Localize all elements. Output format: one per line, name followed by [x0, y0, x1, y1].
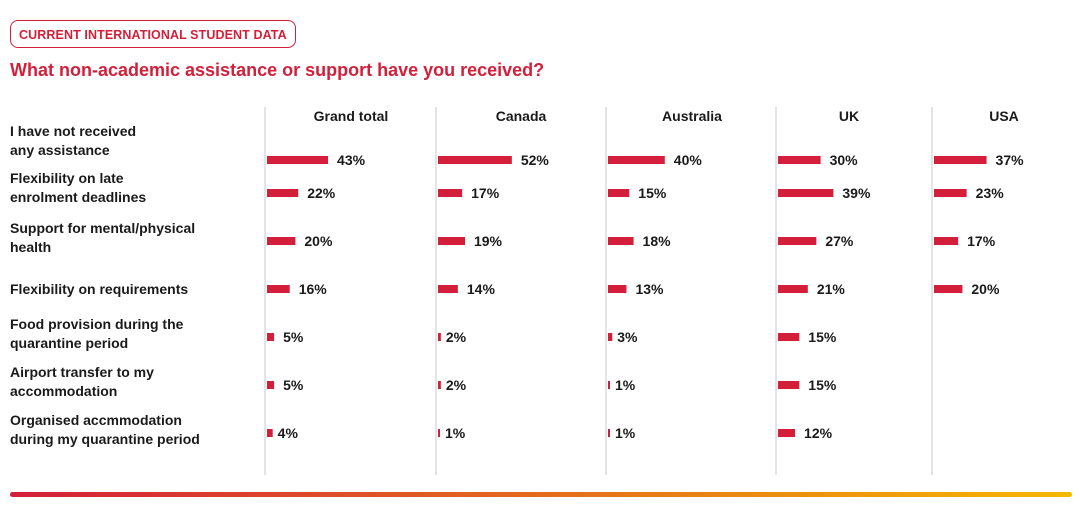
row-label: Flexibility on requirements	[10, 281, 188, 297]
bar	[778, 189, 834, 197]
column-header: UK	[839, 108, 859, 124]
bar	[934, 189, 967, 197]
bar	[438, 333, 441, 341]
column-header: Grand total	[314, 108, 389, 124]
bar	[267, 429, 273, 437]
value-label: 2%	[446, 377, 467, 393]
bar	[267, 285, 290, 293]
bar	[438, 237, 465, 245]
row-label: Organised accmmodation during my quaranti…	[10, 412, 200, 447]
row-label: Flexibility on late enrolment deadlines	[10, 170, 146, 205]
footer-gradient-line	[10, 492, 1072, 497]
bar	[778, 381, 800, 389]
value-label: 43%	[337, 152, 366, 168]
row-label: Food provision during the quarantine peri…	[10, 316, 184, 351]
value-label: 19%	[474, 233, 503, 249]
value-label: 16%	[299, 281, 328, 297]
bar	[267, 333, 275, 341]
value-label: 37%	[996, 152, 1025, 168]
bar	[608, 333, 613, 341]
value-label: 40%	[674, 152, 703, 168]
chart-title: What non-academic assistance or support …	[10, 60, 545, 80]
bar	[608, 285, 627, 293]
bar	[608, 156, 665, 164]
value-label: 1%	[615, 377, 636, 393]
value-label: 20%	[304, 233, 333, 249]
row-label: I have not received any assistance	[10, 123, 136, 158]
column-header: Australia	[662, 108, 722, 124]
bar	[778, 237, 817, 245]
value-label: 22%	[307, 185, 336, 201]
column-header: Canada	[496, 108, 547, 124]
value-label: 4%	[278, 425, 299, 441]
value-label: 15%	[638, 185, 667, 201]
bar	[934, 156, 987, 164]
bar-chart: I have not received any assistance Flexibi…	[10, 107, 1025, 475]
column-header: USA	[989, 108, 1019, 124]
value-label: 1%	[615, 425, 636, 441]
value-label: 13%	[635, 281, 664, 297]
section-tag: CURRENT INTERNATIONAL STUDENT DATA	[10, 20, 296, 48]
value-label: 18%	[643, 233, 672, 249]
bar	[608, 237, 634, 245]
bar	[608, 381, 610, 389]
bar	[267, 156, 329, 164]
value-label: 30%	[830, 152, 859, 168]
bar	[438, 189, 463, 197]
bar	[267, 189, 299, 197]
bar	[934, 237, 959, 245]
bar	[438, 381, 441, 389]
value-label: 39%	[842, 185, 871, 201]
value-label: 15%	[808, 377, 837, 393]
bar	[608, 429, 610, 437]
value-label: 14%	[467, 281, 496, 297]
bar	[778, 156, 821, 164]
bar	[438, 429, 440, 437]
value-label: 17%	[967, 233, 996, 249]
value-label: 15%	[808, 329, 837, 345]
row-label: Support for mental/physical health	[10, 220, 195, 255]
bar	[778, 429, 796, 437]
bar	[778, 285, 808, 293]
value-label: 20%	[971, 281, 1000, 297]
bar	[778, 333, 800, 341]
value-label: 52%	[521, 152, 550, 168]
bar	[267, 237, 296, 245]
bar	[438, 285, 458, 293]
bar	[438, 156, 512, 164]
value-label: 3%	[617, 329, 638, 345]
value-label: 12%	[804, 425, 833, 441]
value-label: 21%	[817, 281, 846, 297]
row-label: Airport transfer to my accommodation	[10, 364, 154, 399]
value-label: 27%	[825, 233, 854, 249]
bar	[608, 189, 630, 197]
value-label: 5%	[283, 329, 304, 345]
bar	[267, 381, 275, 389]
value-label: 23%	[976, 185, 1005, 201]
value-label: 1%	[445, 425, 466, 441]
value-label: 5%	[283, 377, 304, 393]
value-label: 17%	[471, 185, 500, 201]
value-label: 2%	[446, 329, 467, 345]
bar	[934, 285, 963, 293]
